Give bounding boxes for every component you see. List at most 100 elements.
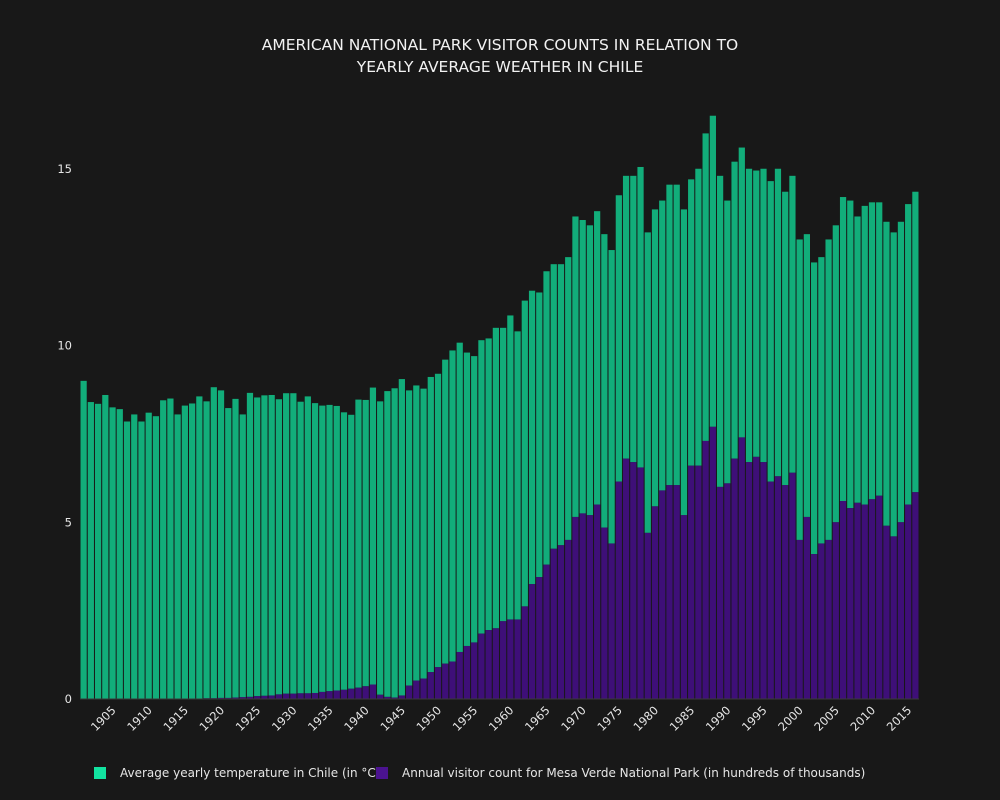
- bar-temperature[interactable]: [123, 421, 131, 700]
- legend[interactable]: Average yearly temperature in Chile (in …: [94, 766, 865, 780]
- bar-visitors[interactable]: [355, 687, 362, 699]
- bar-visitors[interactable]: [774, 476, 782, 699]
- bar-temperature[interactable]: [442, 359, 449, 664]
- bar-visitors[interactable]: [883, 525, 890, 699]
- bar-temperature[interactable]: [449, 350, 456, 662]
- bar-visitors[interactable]: [644, 532, 651, 700]
- bar-visitors[interactable]: [550, 548, 557, 699]
- bar-visitors[interactable]: [225, 697, 232, 699]
- bar-temperature[interactable]: [434, 373, 442, 668]
- bar-visitors[interactable]: [471, 642, 478, 699]
- bar-visitors[interactable]: [449, 661, 456, 699]
- bar-visitors[interactable]: [861, 504, 868, 699]
- bar-visitors[interactable]: [246, 696, 254, 699]
- bar-visitors[interactable]: [405, 685, 413, 699]
- bar-temperature[interactable]: [160, 400, 167, 699]
- bar-visitors[interactable]: [297, 693, 304, 699]
- bar-temperature[interactable]: [905, 204, 912, 505]
- bar-visitors[interactable]: [514, 619, 521, 699]
- bar-visitors[interactable]: [254, 696, 261, 699]
- bar-temperature[interactable]: [774, 168, 782, 477]
- bar-visitors[interactable]: [536, 577, 543, 699]
- bar-temperature[interactable]: [362, 399, 369, 687]
- bar-temperature[interactable]: [514, 331, 521, 620]
- bar-temperature[interactable]: [803, 234, 810, 517]
- bar-temperature[interactable]: [413, 385, 420, 681]
- bar-temperature[interactable]: [565, 257, 572, 540]
- bar-temperature[interactable]: [883, 221, 890, 526]
- bar-temperature[interactable]: [818, 257, 825, 544]
- bar-temperature[interactable]: [283, 393, 290, 694]
- bar-temperature[interactable]: [217, 390, 225, 698]
- bar-temperature[interactable]: [94, 403, 102, 699]
- bar-visitors[interactable]: [731, 458, 738, 699]
- bar-temperature[interactable]: [116, 409, 123, 699]
- bar-temperature[interactable]: [225, 408, 232, 698]
- bar-temperature[interactable]: [189, 403, 196, 699]
- bar-visitors[interactable]: [492, 628, 499, 699]
- bar-temperature[interactable]: [326, 404, 333, 692]
- bar-temperature[interactable]: [630, 175, 637, 463]
- bar-temperature[interactable]: [391, 388, 398, 698]
- bar-temperature[interactable]: [348, 414, 355, 689]
- bar-visitors[interactable]: [442, 663, 449, 699]
- bar-temperature[interactable]: [109, 407, 116, 699]
- bar-temperature[interactable]: [239, 414, 246, 698]
- legend-label-visitors[interactable]: Annual visitor count for Mesa Verde Nati…: [402, 766, 865, 780]
- bar-temperature[interactable]: [745, 168, 753, 463]
- bar-temperature[interactable]: [702, 133, 709, 441]
- bar-temperature[interactable]: [876, 202, 883, 496]
- bar-visitors[interactable]: [340, 689, 348, 699]
- bar-visitors[interactable]: [738, 437, 745, 699]
- bar-temperature[interactable]: [912, 191, 919, 493]
- bar-visitors[interactable]: [362, 686, 369, 699]
- bar-temperature[interactable]: [319, 405, 326, 692]
- bar-temperature[interactable]: [369, 387, 377, 685]
- bar-visitors[interactable]: [348, 688, 355, 699]
- bar-visitors[interactable]: [391, 697, 398, 699]
- bar-visitors[interactable]: [377, 694, 384, 699]
- bar-visitors[interactable]: [680, 515, 688, 699]
- bar-temperature[interactable]: [839, 197, 847, 502]
- bar-temperature[interactable]: [181, 405, 188, 699]
- bar-temperature[interactable]: [608, 250, 615, 544]
- bar-visitors[interactable]: [427, 672, 434, 699]
- bar-temperature[interactable]: [268, 394, 275, 696]
- bar-visitors[interactable]: [420, 678, 427, 700]
- bar-visitors[interactable]: [666, 485, 673, 699]
- bar-temperature[interactable]: [637, 166, 644, 468]
- bar-visitors[interactable]: [753, 456, 760, 699]
- bar-visitors[interactable]: [398, 695, 405, 700]
- bar-temperature[interactable]: [528, 290, 536, 585]
- bar-temperature[interactable]: [478, 340, 485, 634]
- bar-temperature[interactable]: [767, 181, 774, 482]
- bar-temperature[interactable]: [572, 216, 579, 517]
- bar-visitors[interactable]: [702, 440, 709, 699]
- bar-visitors[interactable]: [521, 606, 528, 699]
- bar-temperature[interactable]: [868, 202, 876, 500]
- bar-temperature[interactable]: [536, 292, 543, 578]
- bar-visitors[interactable]: [304, 693, 311, 699]
- bar-visitors[interactable]: [463, 645, 471, 700]
- bar-temperature[interactable]: [87, 402, 94, 699]
- bar-temperature[interactable]: [463, 352, 471, 646]
- legend-swatch-visitors[interactable]: [376, 767, 388, 779]
- bar-visitors[interactable]: [876, 495, 883, 699]
- bar-visitors[interactable]: [275, 694, 283, 699]
- bar-temperature[interactable]: [651, 209, 659, 507]
- bar-temperature[interactable]: [782, 191, 789, 486]
- bar-visitors[interactable]: [905, 504, 912, 699]
- legend-label-temperature[interactable]: Average yearly temperature in Chile (in …: [120, 766, 380, 780]
- bar-temperature[interactable]: [811, 262, 818, 555]
- bar-visitors[interactable]: [796, 539, 803, 699]
- bar-visitors[interactable]: [608, 543, 615, 699]
- bar-temperature[interactable]: [825, 239, 832, 540]
- bar-temperature[interactable]: [398, 379, 405, 696]
- bar-temperature[interactable]: [601, 234, 608, 528]
- bar-temperature[interactable]: [492, 327, 499, 629]
- bar-temperature[interactable]: [594, 211, 601, 505]
- bar-visitors[interactable]: [868, 499, 876, 699]
- bar-visitors[interactable]: [912, 492, 919, 699]
- bar-visitors[interactable]: [572, 516, 579, 699]
- legend-item-temperature[interactable]: Average yearly temperature in Chile (in …: [94, 766, 380, 780]
